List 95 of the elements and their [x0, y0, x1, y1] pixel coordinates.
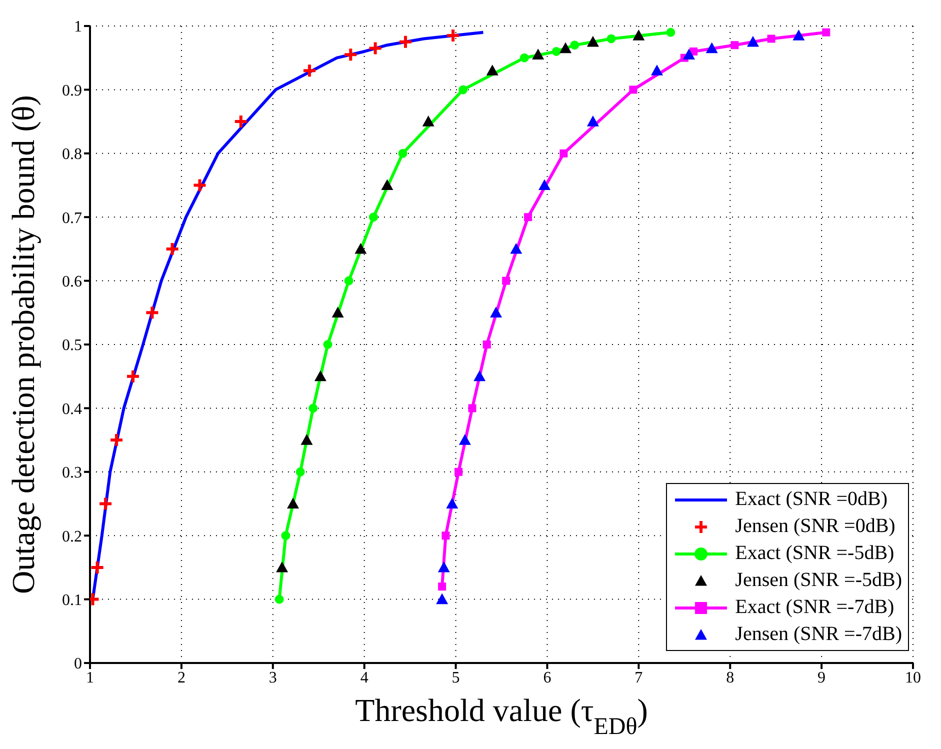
point	[792, 30, 805, 40]
x-tick-label: 1	[86, 669, 94, 686]
point	[532, 48, 544, 60]
point	[502, 276, 510, 285]
point	[281, 531, 290, 540]
y-tick-label: 1	[74, 18, 82, 36]
point	[538, 179, 550, 190]
point	[109, 432, 124, 448]
point	[650, 64, 663, 76]
point	[570, 40, 580, 50]
point	[706, 42, 718, 54]
point	[524, 213, 532, 222]
point	[314, 370, 326, 382]
y-tick-label: 0	[74, 656, 82, 673]
point	[446, 498, 458, 509]
x-tick-label: 5	[452, 669, 460, 686]
point	[368, 212, 378, 222]
point	[436, 593, 448, 604]
x-tick-label: 3	[268, 669, 277, 686]
point	[606, 34, 616, 44]
point	[822, 28, 830, 36]
y-tick-label: 0.7	[62, 210, 82, 227]
point	[632, 30, 645, 40]
legend-label: Exact (SNR =0dB)	[735, 488, 888, 511]
point	[343, 47, 358, 62]
point	[474, 370, 486, 382]
x-tick-label: 4	[360, 669, 368, 686]
point	[442, 532, 450, 540]
point	[482, 340, 491, 348]
x-tick-label: 7	[634, 669, 643, 686]
y-tick-label: 0.5	[62, 337, 82, 354]
point	[302, 63, 317, 78]
legend-label: Exact (SNR =-5dB)	[735, 542, 894, 565]
point	[446, 28, 461, 44]
point	[468, 404, 476, 412]
point	[730, 41, 739, 50]
point	[354, 242, 367, 254]
point	[381, 179, 394, 190]
point	[98, 496, 114, 512]
point	[332, 306, 344, 318]
y-tick-label: 0.8	[62, 146, 82, 164]
point	[552, 46, 561, 56]
point	[144, 305, 160, 320]
point	[164, 241, 180, 256]
point	[296, 467, 305, 476]
point	[192, 178, 208, 193]
point	[233, 114, 248, 130]
point	[458, 85, 468, 94]
y-tick-label: 0.4	[62, 400, 82, 418]
point	[398, 148, 408, 158]
point	[629, 86, 638, 94]
point	[682, 48, 695, 60]
point	[586, 36, 599, 47]
point	[90, 560, 105, 575]
point	[368, 40, 383, 56]
y-tick-label: 0.2	[62, 528, 82, 546]
point	[486, 64, 498, 76]
point	[666, 28, 676, 37]
legend-label: Jensen (SNR =0dB)	[735, 515, 896, 538]
point	[746, 36, 759, 47]
point	[510, 242, 522, 254]
point	[274, 594, 284, 604]
x-tick-label: 2	[177, 669, 186, 686]
point	[323, 340, 332, 349]
point	[438, 561, 450, 572]
x-tick-label: 9	[818, 669, 826, 686]
point	[398, 34, 413, 50]
point	[767, 34, 776, 43]
legend-label: Exact (SNR =-7dB)	[735, 596, 894, 619]
point	[438, 582, 446, 591]
x-tick-label: 10	[905, 669, 921, 686]
point	[308, 404, 318, 413]
x-tick-label: 6	[543, 669, 552, 686]
y-axis-title: Outage detection probability bound (θ)	[5, 95, 41, 594]
point	[344, 276, 354, 286]
point	[422, 116, 434, 126]
legend-label: Jensen (SNR =-7dB)	[735, 623, 902, 646]
y-tick-label: 0.3	[62, 464, 82, 482]
point	[586, 116, 599, 126]
point	[490, 306, 502, 318]
point	[300, 434, 313, 445]
point	[276, 561, 288, 572]
x-tick-label: 8	[726, 669, 734, 686]
point	[560, 42, 572, 54]
point	[560, 149, 568, 158]
point	[287, 498, 300, 509]
y-tick-label: 0.1	[62, 592, 82, 609]
point	[125, 368, 140, 384]
point	[520, 53, 529, 62]
legend-label: Jensen (SNR =-5dB)	[735, 569, 902, 592]
y-tick-label: 0.9	[62, 82, 82, 100]
x-axis-title: Threshold value (τ$_{EDθ}$)	[355, 692, 648, 740]
point	[458, 434, 471, 445]
point	[454, 468, 463, 476]
y-tick-label: 0.6	[62, 273, 82, 290]
